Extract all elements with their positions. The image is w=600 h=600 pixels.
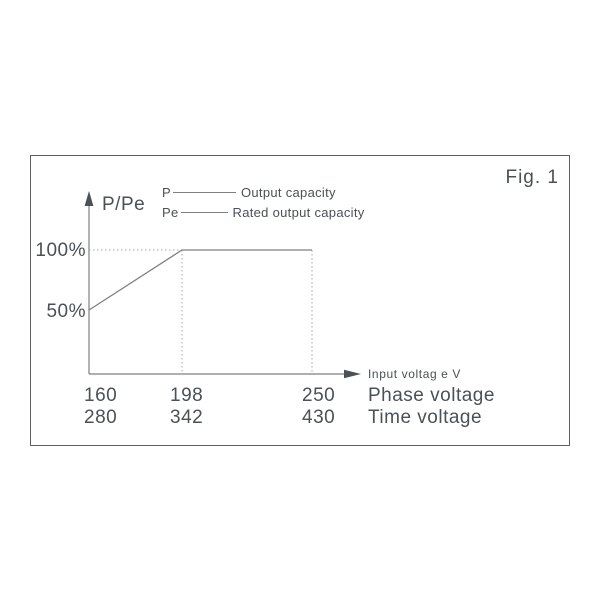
x-tick-time-430: 430 xyxy=(302,407,336,428)
legend-item-rated-output-capacity: Pe Rated output capacity xyxy=(162,202,365,222)
capacity-curve xyxy=(88,249,312,311)
x-tick-phase-250: 250 xyxy=(302,385,336,406)
x-row-label-time-voltage: Time voltage xyxy=(368,407,483,428)
x-tick-phase-160: 160 xyxy=(84,385,118,406)
y-axis-arrow-icon xyxy=(84,191,94,206)
x-axis-label: Input voltag e V xyxy=(368,367,461,381)
legend-line-icon xyxy=(172,191,236,193)
x-tick-time-280: 280 xyxy=(84,407,118,428)
x-axis-arrow-icon xyxy=(344,369,361,379)
figure-label: Fig. 1 xyxy=(505,167,559,188)
x-tick-phase-198: 198 xyxy=(170,385,204,406)
y-axis-label: P/Pe xyxy=(102,194,146,215)
x-tick-time-342: 342 xyxy=(170,407,204,428)
figure-frame: Fig. 1 P/Pe P Output capacity Pe Rated out… xyxy=(30,155,570,446)
legend-line-icon xyxy=(180,211,228,213)
legend-symbol: Pe xyxy=(162,204,179,220)
legend-item-output-capacity: P Output capacity xyxy=(162,182,365,202)
y-tick-100: 100% xyxy=(35,240,86,261)
legend-symbol: P xyxy=(162,184,171,200)
chart-legend: P Output capacity Pe Rated output capacity xyxy=(162,182,365,222)
x-row-label-phase-voltage: Phase voltage xyxy=(368,385,495,406)
legend-label: Output capacity xyxy=(240,184,336,200)
legend-label: Rated output capacity xyxy=(232,204,365,220)
y-tick-50: 50% xyxy=(46,301,86,322)
plot-area xyxy=(84,191,361,379)
